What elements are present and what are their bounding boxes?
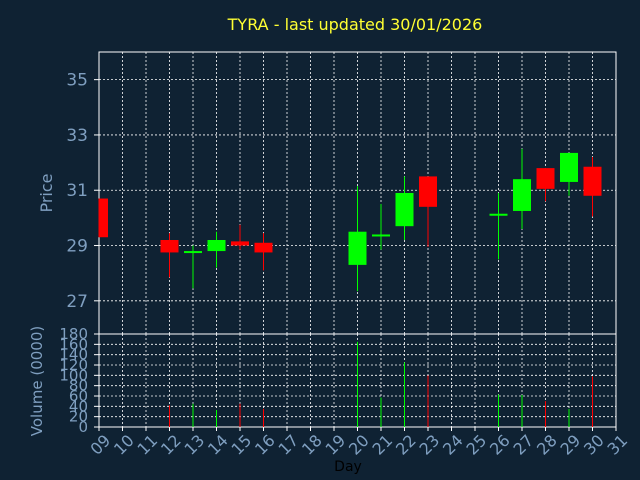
volume-tick-label: 20: [69, 408, 88, 426]
volume-tick-label: 160: [59, 335, 88, 353]
price-tick-label: 33: [66, 126, 88, 146]
price-panel: 27 29 31 33 35 Price: [37, 51, 617, 335]
candle-body: [372, 234, 390, 237]
volume-tick-label: 180: [59, 325, 88, 343]
candle-body: [348, 231, 367, 265]
price-tick-label: 31: [66, 181, 88, 201]
volume-tick-label: 0: [78, 418, 88, 436]
candles: [98, 148, 602, 292]
candle-body: [254, 242, 273, 253]
price-tick-label: 27: [66, 292, 88, 312]
candle-body: [419, 176, 437, 207]
candle-body: [560, 152, 578, 182]
candle-body: [513, 179, 531, 211]
candle-body: [231, 241, 249, 246]
volume-tick-label: 80: [69, 377, 88, 395]
candle-body: [184, 251, 202, 254]
price-y-ticks: 27 29 31 33 35: [66, 71, 99, 312]
candle-body: [160, 240, 179, 253]
price-tick-label: 35: [66, 71, 88, 91]
candle-body: [489, 213, 508, 216]
candle-body: [207, 240, 226, 252]
volume-tick-label: 100: [59, 366, 88, 384]
volume-axis-label: Volume (0000): [28, 326, 46, 436]
volume-tick-label: 140: [59, 346, 88, 364]
volume-tick-label: 60: [69, 387, 88, 405]
chart-title: TYRA - last updated 30/01/2026: [227, 15, 483, 34]
price-axis-label: Price: [37, 173, 56, 212]
candle-body: [583, 166, 602, 196]
price-tick-label: 29: [66, 237, 88, 257]
volume-tick-label: 40: [69, 397, 88, 415]
volume-bars: [169, 341, 593, 427]
candle-body: [536, 168, 555, 189]
volume-tick-label: 120: [59, 356, 88, 374]
candle-body: [395, 193, 414, 227]
candle-body: [99, 198, 108, 238]
x-axis-label: Day: [334, 459, 362, 475]
